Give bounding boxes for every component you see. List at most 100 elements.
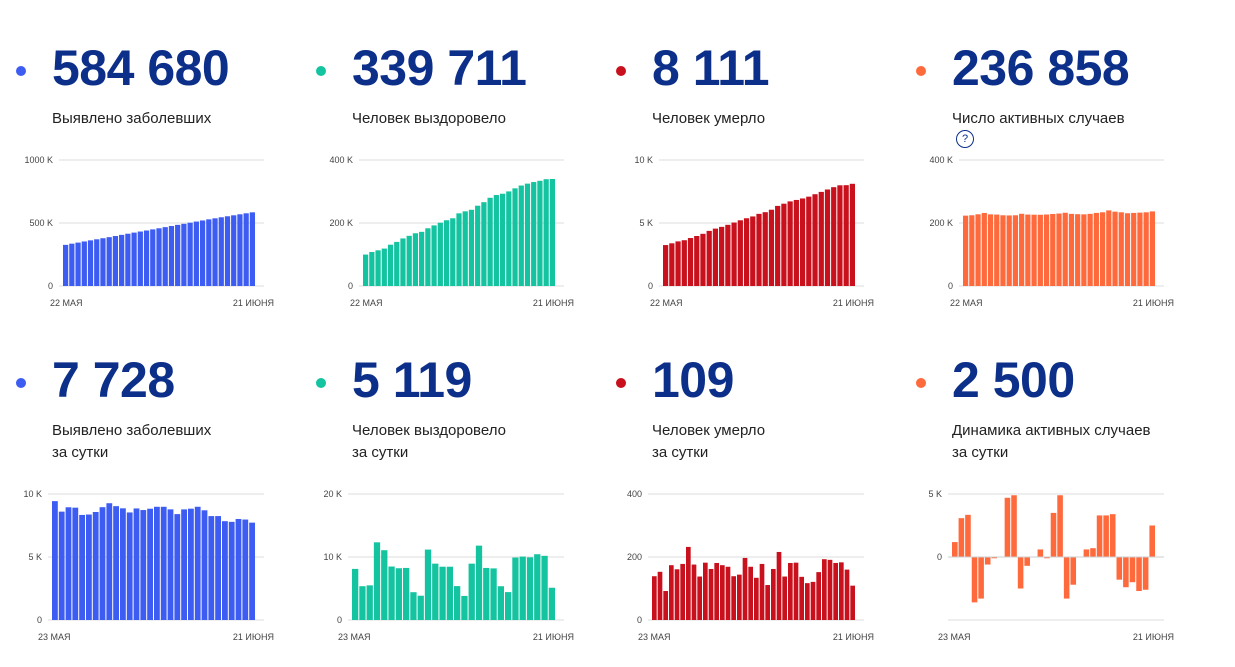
bar <box>212 218 218 286</box>
bar <box>531 182 537 286</box>
bar <box>65 507 72 620</box>
bar <box>674 569 680 620</box>
stat-label-line: Человек умерло <box>652 110 766 127</box>
bar <box>215 516 221 620</box>
y-tick-label: 10 K <box>23 489 42 499</box>
bar <box>822 559 827 620</box>
x-tick-label: 22 МАЯ <box>650 298 683 308</box>
bar <box>1099 212 1106 286</box>
card-daily-deaths: 109 Человек умерло за сутки 0 200 400 23 МА… <box>600 312 900 642</box>
bar <box>843 185 849 286</box>
bar <box>994 214 1000 286</box>
bullet-dot <box>916 66 926 76</box>
bar <box>731 222 737 286</box>
bar <box>965 514 971 557</box>
bar <box>1011 495 1017 557</box>
bar <box>1037 214 1043 286</box>
bar <box>1062 212 1068 286</box>
x-tick-label: 22 МАЯ <box>50 298 83 308</box>
bar <box>712 228 719 286</box>
bar <box>443 220 450 286</box>
bar <box>687 238 694 286</box>
bar <box>663 245 669 286</box>
y-tick-label: 400 K <box>329 155 353 165</box>
bar <box>175 224 181 286</box>
bar <box>475 205 481 286</box>
bar <box>827 559 833 620</box>
bar <box>400 238 406 286</box>
bar <box>839 562 844 620</box>
bar <box>450 218 456 286</box>
bar <box>81 241 87 286</box>
bar <box>106 503 113 620</box>
bar <box>952 542 958 557</box>
bar <box>837 185 843 286</box>
stat-value: 5 119 <box>352 352 472 408</box>
bar <box>1070 557 1077 585</box>
bar <box>193 221 199 286</box>
card-active-cases: 236 858 Число активных случаев? 0 200 K 40… <box>900 0 1200 330</box>
bar <box>119 234 125 286</box>
bar <box>686 546 691 620</box>
card-total-deaths: 8 111 Человек умерло 0 5 K 10 K 22 МАЯ 21 ИЮ… <box>600 0 900 330</box>
bar <box>187 222 193 286</box>
bullet-dot <box>616 66 626 76</box>
bar <box>833 562 838 620</box>
bar <box>1118 212 1124 286</box>
bullet-dot <box>616 378 626 388</box>
bar <box>505 592 512 620</box>
bar <box>237 214 243 286</box>
bar <box>126 512 133 620</box>
stat-label: Человек умерло за сутки <box>652 420 765 464</box>
stat-value: 8 111 <box>652 40 770 96</box>
x-tick-label: 23 МАЯ <box>638 632 671 642</box>
bar <box>781 203 787 286</box>
bar <box>1037 549 1044 557</box>
stat-label: Выявлено заболевших за сутки <box>52 420 211 464</box>
stat-label-line: Человек выздоровело <box>352 422 506 439</box>
bar <box>63 244 69 286</box>
x-tick-label: 21 ИЮНЯ <box>233 632 274 642</box>
stat-label: Человек выздоровело за сутки <box>352 420 506 464</box>
y-tick-label: 5 K <box>928 489 942 499</box>
bar <box>816 572 821 620</box>
bar <box>162 227 168 286</box>
bar <box>812 194 818 286</box>
bar <box>188 508 194 620</box>
stat-label: Число активных случаев? <box>952 108 1125 148</box>
bar <box>1087 213 1093 286</box>
stat-label: Выявлено заболевших <box>52 108 211 130</box>
bar <box>1136 557 1142 592</box>
bar <box>787 201 793 286</box>
bar <box>1019 213 1025 286</box>
bar <box>1068 213 1075 286</box>
bar <box>1149 211 1155 286</box>
bar <box>543 179 549 286</box>
bar <box>133 508 140 620</box>
y-tick-label: 0 <box>48 281 53 291</box>
bar <box>181 223 187 286</box>
bar <box>818 191 824 286</box>
bar <box>72 507 79 620</box>
bar <box>100 238 106 286</box>
y-tick-label: 10 K <box>323 552 342 562</box>
bar <box>1012 215 1019 286</box>
y-tick-label: 0 <box>337 615 342 625</box>
bar <box>224 216 231 286</box>
bar <box>231 215 237 286</box>
bar <box>490 568 497 620</box>
bar <box>1050 512 1057 557</box>
bar <box>697 576 702 620</box>
help-icon[interactable]: ? <box>956 130 974 148</box>
bar <box>394 241 400 286</box>
bar <box>242 519 249 620</box>
bar <box>454 586 461 620</box>
bar <box>468 563 475 620</box>
x-tick-label: 23 МАЯ <box>938 632 971 642</box>
card-daily-active-change: 2 500 Динамика активных случаев за сутки… <box>900 312 1200 642</box>
stat-label-line: Человек выздоровело <box>352 110 506 127</box>
bar <box>775 205 781 286</box>
chart-total-cases: 0 500 K 1000 K 22 МАЯ 21 ИЮНЯ <box>24 155 274 308</box>
y-tick-label: 0 <box>37 615 42 625</box>
bar <box>137 231 143 286</box>
